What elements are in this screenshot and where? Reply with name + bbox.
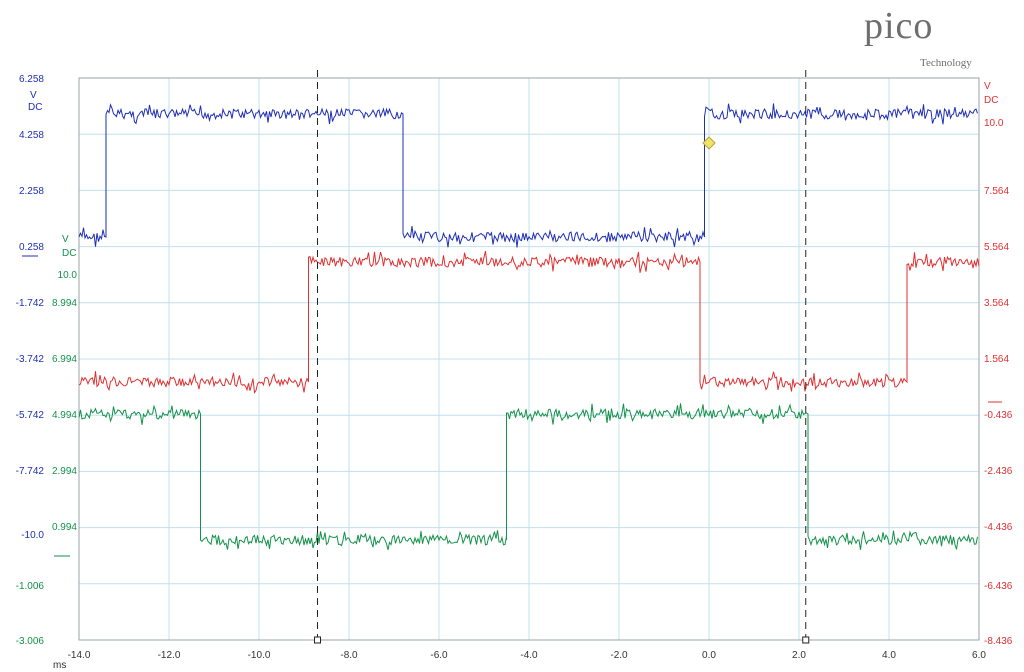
left-tick-label: -3.006 xyxy=(16,636,45,647)
channel-b-tick-label: 6.994 xyxy=(52,354,77,365)
x-tick-label: 0.0 xyxy=(702,650,716,661)
left-tick-label: 0.258 xyxy=(19,242,44,253)
channel-b-coupling: DC xyxy=(62,248,76,259)
x-tick-label: -10.0 xyxy=(248,650,271,661)
axis-labels: -14.0 -12.0 -10.0 -8.0 -6.0 -4.0 -2.0 0.0 2.0 4.0… xyxy=(16,74,1013,671)
x-tick-label: 6.0 xyxy=(972,650,986,661)
left-tick-label: 6.258 xyxy=(19,74,44,85)
x-tick-label: -4.0 xyxy=(520,650,538,661)
channel-c-tick-label: -8.436 xyxy=(984,636,1013,647)
channel-c-tick-label: -0.436 xyxy=(984,410,1013,421)
left-tick-label: -1.742 xyxy=(16,298,45,309)
channel-c-tick-label: 1.564 xyxy=(984,354,1009,365)
channel-c-tick-label: 3.564 xyxy=(984,298,1009,309)
channel-c-tick-label: -4.436 xyxy=(984,522,1013,533)
channel-a-unit: V xyxy=(30,90,37,101)
channel-c-tick-label: -6.436 xyxy=(984,581,1013,592)
left-tick-label: -10.0 xyxy=(21,530,44,541)
channel-c-tick-label: 10.0 xyxy=(984,118,1004,129)
left-tick-label: -3.742 xyxy=(16,354,45,365)
channel-c-unit: V xyxy=(984,81,991,92)
waveform-traces xyxy=(78,103,980,551)
x-axis-unit: ms xyxy=(53,660,66,671)
left-tick-label: -7.742 xyxy=(16,466,45,477)
trace-channel-a xyxy=(78,103,978,248)
trace-channel-c xyxy=(78,250,980,395)
channel-c-coupling: DC xyxy=(984,95,998,106)
trigger-marker[interactable] xyxy=(702,136,716,150)
left-tick-label: -1.006 xyxy=(16,581,45,592)
channel-a-coupling: DC xyxy=(28,102,42,113)
x-tick-label: 2.0 xyxy=(792,650,806,661)
x-tick-label: 4.0 xyxy=(882,650,896,661)
channel-b-tick-label: 2.994 xyxy=(52,466,77,477)
time-ruler-handle-2[interactable] xyxy=(802,636,810,644)
channel-c-tick-label: -2.436 xyxy=(984,466,1013,477)
time-rulers[interactable] xyxy=(314,70,810,644)
x-tick-label: -8.0 xyxy=(340,650,358,661)
channel-b-tick-label: 10.0 xyxy=(58,270,78,281)
x-tick-label: -12.0 xyxy=(158,650,181,661)
channel-b-tick-label: 8.994 xyxy=(52,298,77,309)
plot-frame xyxy=(78,77,980,641)
pico-logo: pico Technology xyxy=(864,5,972,69)
channel-b-tick-label: 4.994 xyxy=(52,410,77,421)
plot-grid xyxy=(78,77,980,641)
channel-b-tick-label: 0.994 xyxy=(52,522,77,533)
x-tick-label: -14.0 xyxy=(68,650,91,661)
left-tick-label: -5.742 xyxy=(16,410,45,421)
logo-word: pico xyxy=(864,5,933,47)
channel-c-tick-label: 5.564 xyxy=(984,242,1009,253)
channel-b-unit: V xyxy=(62,234,69,245)
time-ruler-handle-1[interactable] xyxy=(314,636,321,644)
trace-channel-b xyxy=(78,403,978,551)
x-tick-label: -6.0 xyxy=(430,650,448,661)
left-tick-label: 2.258 xyxy=(19,186,44,197)
logo-subtitle: Technology xyxy=(920,57,972,69)
x-tick-label: -2.0 xyxy=(610,650,628,661)
channel-c-tick-label: 7.564 xyxy=(984,186,1009,197)
left-tick-label: 4.258 xyxy=(19,130,44,141)
